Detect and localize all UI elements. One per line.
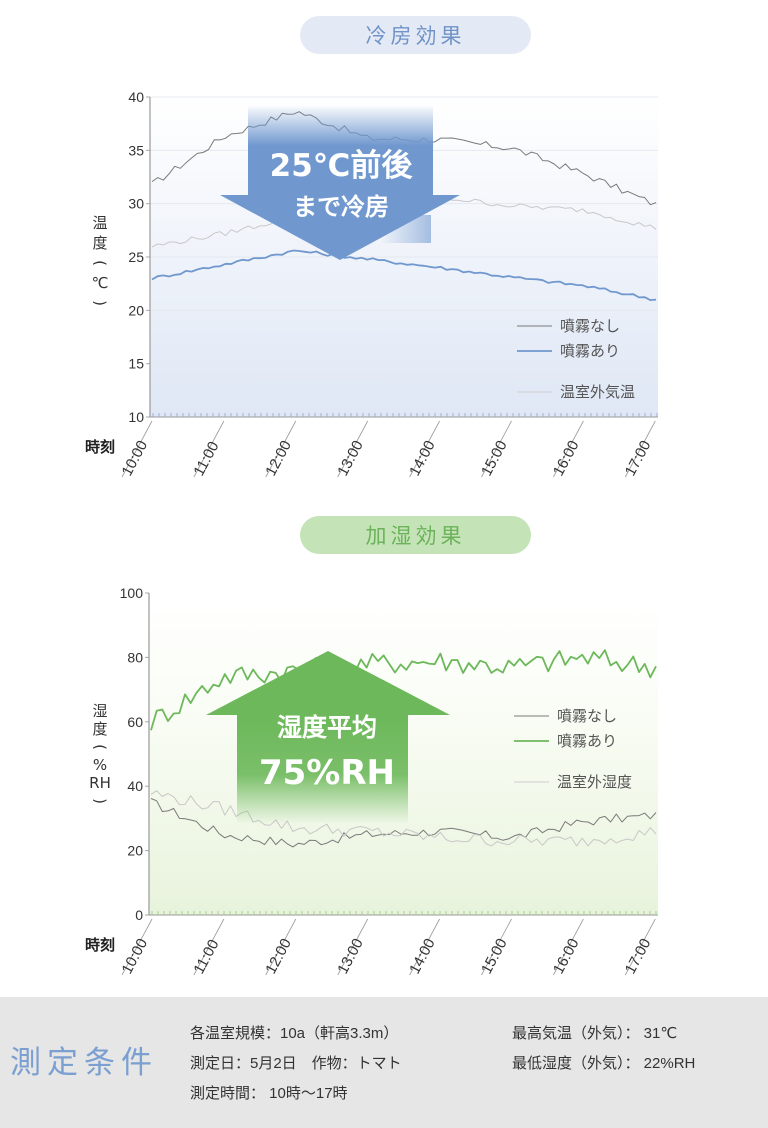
- cooling-callout-line1: 25℃前後: [270, 148, 414, 184]
- svg-text:度: 度: [92, 720, 107, 738]
- svg-text:度: 度: [92, 234, 107, 252]
- series-line: [150, 798, 657, 848]
- legend-item: 温室外気温: [560, 383, 635, 401]
- y-axis-label: 温度 ( ℃): [91, 214, 109, 306]
- legend-item: 噴霧なし: [560, 317, 620, 335]
- series-line: [150, 790, 657, 847]
- svg-text:10: 10: [128, 409, 144, 425]
- series-line: [151, 249, 657, 301]
- svg-text:%: %: [93, 756, 107, 774]
- cooling-callout-arrow: [220, 105, 460, 260]
- axes: 10 15 20 25 30 35 40: [128, 89, 658, 425]
- svg-text:25: 25: [128, 249, 144, 265]
- condition-min-humidity: 最低湿度（外気）： 22%RH: [512, 1055, 696, 1072]
- svg-text:): ): [91, 300, 109, 306]
- svg-text:100: 100: [120, 585, 144, 601]
- cooling-callout-line2: まで冷房: [293, 193, 389, 221]
- x-tick-label: 11:00: [190, 937, 222, 977]
- svg-text:RH: RH: [89, 774, 111, 792]
- x-tick-label: 10:00: [119, 936, 152, 977]
- humidity-callout-arrow: [206, 651, 450, 824]
- x-axis-ticks: 10:00 11:00 12:00 13:00 14:00 15:00 16:00 17:00: [119, 918, 656, 977]
- x-tick-label: 16:00: [550, 936, 583, 977]
- x-tick-label: 17:00: [622, 936, 655, 977]
- svg-text:): ): [91, 798, 109, 804]
- legend-item: 噴霧なし: [557, 707, 617, 725]
- x-tick-label: 14:00: [406, 936, 439, 977]
- series-line: [150, 649, 657, 731]
- svg-text:35: 35: [128, 142, 144, 158]
- svg-text:60: 60: [127, 714, 143, 730]
- svg-text:(: (: [91, 744, 109, 750]
- x-tick-label: 13:00: [334, 936, 367, 977]
- svg-text:(: (: [91, 260, 109, 266]
- cooling-effect-title: 冷房効果: [300, 16, 531, 54]
- svg-text:温: 温: [92, 214, 107, 232]
- humidity-callout-line1: 湿度平均: [277, 713, 377, 742]
- axes: 0 20 40 60 80 100: [120, 585, 658, 923]
- legend-item: 温室外湿度: [557, 773, 632, 791]
- svg-text:15: 15: [128, 356, 144, 372]
- x-tick-label: 12:00: [262, 936, 295, 977]
- svg-text:℃: ℃: [92, 274, 109, 292]
- svg-text:湿: 湿: [92, 702, 107, 720]
- x-axis-label: 時刻: [85, 438, 115, 456]
- conditions-heading: 測定条件: [10, 1045, 158, 1081]
- svg-text:20: 20: [128, 302, 144, 318]
- condition-date-crop: 測定日：5月2日 作物：トマト: [190, 1055, 402, 1072]
- humidity-effect-title: 加湿効果: [300, 516, 531, 554]
- x-tick-label: 15:00: [478, 936, 511, 977]
- svg-text:20: 20: [127, 843, 143, 859]
- series-lines: [150, 649, 657, 848]
- svg-text:80: 80: [127, 649, 143, 665]
- condition-time: 測定時間： 10時～17時: [190, 1085, 348, 1102]
- condition-greenhouse-size: 各温室規模：10a（軒高3.3m）: [190, 1025, 399, 1042]
- legend-item: 噴霧あり: [557, 732, 617, 750]
- legend-item: 噴霧あり: [560, 342, 620, 360]
- svg-text:40: 40: [127, 778, 143, 794]
- humidity-callout-line2: 75%RH: [259, 753, 395, 793]
- svg-text:30: 30: [128, 196, 144, 212]
- svg-text:40: 40: [128, 89, 144, 105]
- measurement-conditions-panel: 測定条件 各温室規模：10a（軒高3.3m） 測定日：5月2日 作物：トマト 測…: [0, 997, 768, 1128]
- y-axis-label: 湿度 (%RH): [89, 702, 111, 804]
- x-axis-label: 時刻: [85, 936, 115, 954]
- condition-max-temp: 最高気温（外気）： 31℃: [512, 1025, 678, 1042]
- svg-text:0: 0: [135, 907, 143, 923]
